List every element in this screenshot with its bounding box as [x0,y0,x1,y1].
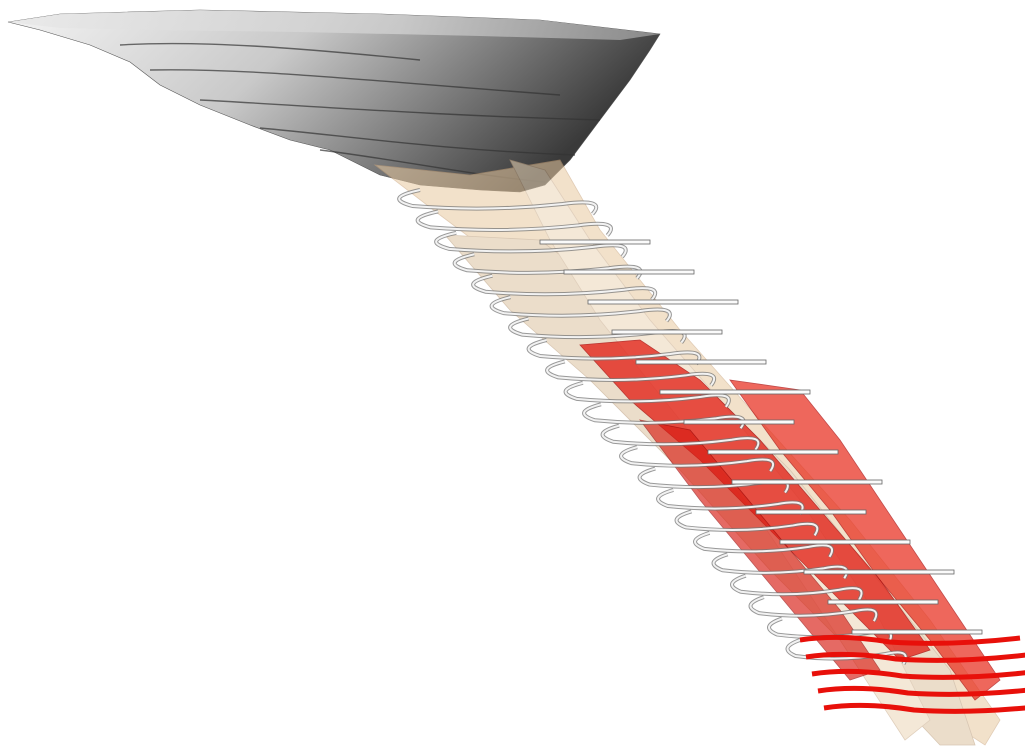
ramp-top [564,381,730,408]
ramp-top [490,296,671,322]
level-drive [539,239,651,245]
level-drive [803,569,955,575]
ramp-top [453,253,642,279]
level-drive [587,299,739,305]
ramp-top [731,574,863,601]
ramp-top [675,510,819,536]
level-drive [683,419,795,425]
level-drive [731,479,883,485]
ramp-top [398,189,598,215]
ramp-top [583,403,745,429]
ramp-top [749,596,878,622]
level-drive [611,329,723,335]
ramp-top [601,424,760,451]
level-drive [827,599,939,605]
ramp-top [546,360,716,387]
levels [539,239,983,635]
pit-benches [119,42,601,183]
ramp-top [786,639,907,665]
ramp-top [472,274,657,301]
pit-rim [8,10,660,40]
red-ramp [817,685,1025,697]
red-ramp [823,702,1025,714]
red-ramp [811,668,1025,680]
ramp-top [620,446,775,472]
ramps [397,188,908,665]
lower-ramps [799,634,1025,714]
level-drive [755,509,867,515]
level-drive [635,359,767,365]
red-ramp [805,651,1025,663]
ramp-top [657,489,804,515]
red-ramp [799,634,1021,646]
level-drive [563,269,695,275]
ramp-top [694,531,834,558]
ramp-top [435,231,627,258]
level-drive [707,449,839,455]
ramp-top [416,210,612,237]
level-drive [851,629,983,635]
level-drive [659,389,811,395]
open-pit [7,9,661,193]
ramp-top [527,339,701,365]
ramp-top [712,553,848,579]
level-drive [779,539,911,545]
